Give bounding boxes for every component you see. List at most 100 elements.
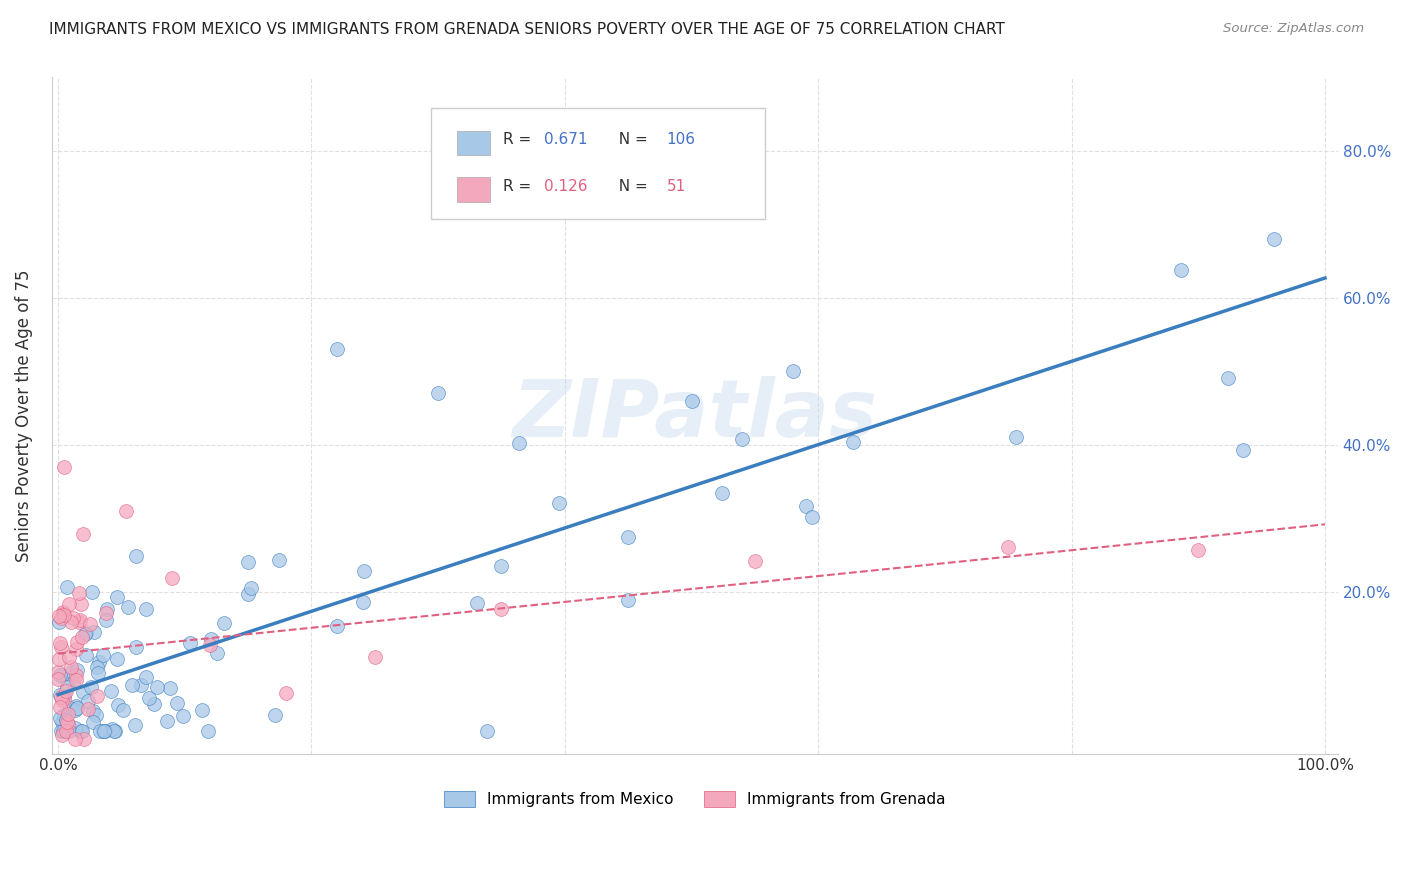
Point (59, 701, 82, 715)
Point (86, 660, 108, 674)
Text: N =: N = (609, 178, 652, 194)
Point (236, 555, 259, 569)
Point (60, 665, 83, 679)
Point (236, 587, 259, 601)
Point (70, 630, 93, 644)
Point (66, 700, 89, 714)
Point (63, 703, 86, 717)
Point (86, 689, 108, 703)
Point (55, 684, 77, 698)
Point (49, 667, 72, 681)
Point (681, 393, 703, 408)
Point (197, 724, 219, 739)
Point (160, 571, 183, 585)
Point (1218, 370, 1240, 384)
Point (156, 714, 179, 728)
Point (55, 713, 77, 727)
Point (46, 672, 69, 686)
FancyBboxPatch shape (457, 131, 491, 155)
Y-axis label: Seniors Poverty Over the Age of 75: Seniors Poverty Over the Age of 75 (15, 269, 32, 562)
Point (508, 436, 530, 450)
Point (72, 526, 94, 541)
Point (131, 678, 153, 692)
Point (53, 689, 76, 703)
Point (56, 706, 79, 721)
Point (125, 549, 148, 563)
Point (172, 709, 194, 723)
Point (63, 721, 86, 735)
Point (58, 724, 80, 739)
Point (62, 610, 84, 624)
Point (1232, 443, 1254, 458)
Point (105, 591, 128, 605)
Point (547, 496, 569, 510)
Point (62, 675, 84, 690)
Point (77, 702, 100, 716)
Point (800, 510, 823, 524)
Text: ZIPatlas: ZIPatlas (512, 376, 877, 455)
Legend: Immigrants from Mexico, Immigrants from Grenada: Immigrants from Mexico, Immigrants from … (439, 785, 952, 814)
Point (107, 698, 129, 712)
Point (65, 668, 87, 682)
Point (55, 724, 77, 739)
Text: R =: R = (503, 178, 536, 194)
Point (65, 642, 87, 657)
Point (352, 595, 374, 609)
Point (1263, 232, 1285, 246)
Point (49, 611, 72, 625)
Point (159, 681, 181, 695)
Point (744, 553, 766, 567)
Point (115, 504, 138, 518)
Point (465, 596, 488, 610)
Text: Source: ZipAtlas.com: Source: ZipAtlas.com (1223, 22, 1364, 36)
Point (326, 619, 349, 633)
Point (100, 683, 122, 698)
Point (65, 698, 87, 713)
Point (239, 581, 262, 595)
Point (48, 608, 70, 623)
Point (49, 640, 72, 655)
Point (49, 724, 72, 739)
Point (491, 602, 513, 616)
Point (51, 690, 73, 704)
Point (49, 711, 72, 725)
Point (56, 717, 79, 731)
Point (67, 615, 90, 629)
Point (48, 652, 70, 666)
Point (75, 626, 97, 640)
Point (200, 632, 222, 646)
Point (56, 721, 79, 735)
Point (353, 564, 375, 578)
Text: IMMIGRANTS FROM MEXICO VS IMMIGRANTS FROM GRENADA SENIORS POVERTY OVER THE AGE O: IMMIGRANTS FROM MEXICO VS IMMIGRANTS FRO… (49, 22, 1005, 37)
Point (264, 707, 287, 722)
Point (59, 660, 82, 674)
Point (101, 723, 124, 737)
Point (135, 601, 157, 615)
Point (70, 724, 93, 739)
Point (529, 195, 551, 210)
Point (67, 586, 90, 600)
Point (112, 703, 135, 717)
Point (135, 670, 157, 684)
Point (105, 651, 128, 665)
Point (190, 703, 212, 717)
Point (205, 646, 228, 660)
Point (46, 665, 69, 680)
Point (475, 724, 498, 739)
Point (138, 690, 160, 705)
Point (72, 685, 94, 699)
FancyBboxPatch shape (432, 108, 765, 219)
Point (276, 686, 298, 700)
Point (48, 615, 70, 630)
Point (49, 688, 72, 702)
Point (617, 592, 640, 607)
Point (104, 724, 127, 739)
Point (997, 541, 1019, 555)
Point (326, 343, 349, 357)
Point (72, 731, 94, 746)
Point (83, 625, 105, 640)
Point (84, 707, 107, 722)
Point (267, 553, 290, 567)
Point (1170, 263, 1192, 277)
Point (75, 648, 97, 663)
